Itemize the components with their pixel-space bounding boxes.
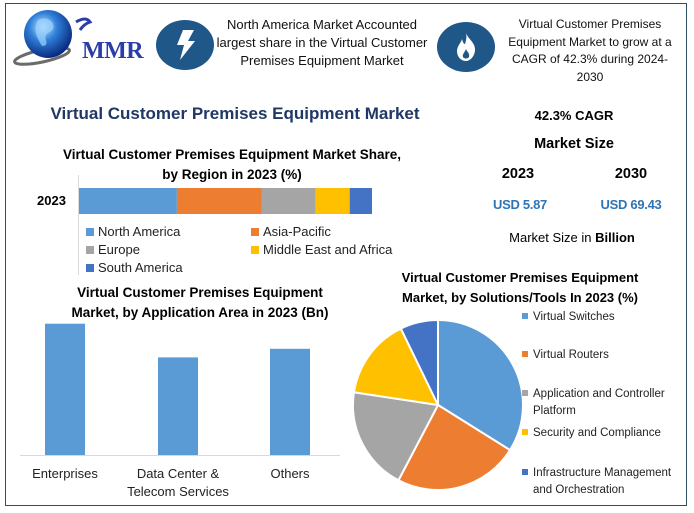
application-bar-others bbox=[270, 348, 310, 455]
region-bar-segment-asia-pacific bbox=[176, 188, 262, 214]
x-label-line: Others bbox=[270, 466, 310, 481]
legend-label: South America bbox=[98, 260, 183, 275]
legend-line: Application and Controller bbox=[522, 386, 665, 403]
lightning-bolt-icon bbox=[177, 30, 195, 60]
main-title: Virtual Customer Premises Equipment Mark… bbox=[50, 104, 420, 123]
pie-slice-infrastructure-management-and-orchestration bbox=[399, 318, 439, 406]
unit-prefix: Market Size in bbox=[509, 230, 596, 245]
header-note-left: North America Market Accounted largest s… bbox=[216, 17, 428, 68]
application-x-label-data-center-telecom-services: Data Center & Telecom Services bbox=[118, 465, 238, 501]
application-bar-enterprises bbox=[45, 323, 85, 455]
legend-line: Virtual Routers bbox=[522, 347, 609, 364]
pie-legend-item-virtual-routers: Virtual Routers bbox=[522, 347, 609, 364]
year-end-label: 2030 bbox=[614, 166, 648, 182]
legend-label: North America bbox=[98, 224, 181, 239]
flame-icon bbox=[457, 33, 476, 61]
application-bar-chart bbox=[20, 323, 340, 456]
legend-line: Platform bbox=[522, 403, 665, 420]
year-start-label: 2023 bbox=[501, 166, 535, 182]
application-x-label-others: Others bbox=[230, 465, 350, 483]
legend-label: Security and Compliance bbox=[533, 427, 661, 439]
region-legend-item-south-america: South America bbox=[86, 260, 183, 275]
pie-legend-item-security-and-compliance: Security and Compliance bbox=[522, 425, 661, 442]
solutions-chart-title: Virtual Customer Premises Equipment Mark… bbox=[401, 270, 639, 305]
legend-swatch bbox=[251, 245, 259, 254]
market-size-label: Market Size bbox=[534, 136, 614, 152]
solutions-pie-chart bbox=[352, 318, 524, 491]
legend-label: Asia-Pacific bbox=[263, 224, 331, 239]
legend-line: Virtual Switches bbox=[522, 309, 615, 326]
lightning-icon-badge bbox=[156, 20, 214, 70]
legend-swatch bbox=[522, 428, 528, 435]
cagr-label: 42.3% CAGR bbox=[534, 108, 614, 123]
application-bar-data-center-telecom-services bbox=[158, 357, 198, 455]
region-category-label: 2023 bbox=[37, 193, 66, 208]
legend-label: Platform bbox=[533, 405, 576, 417]
region-stacked-bar bbox=[79, 188, 372, 214]
pie-slice-security-and-compliance bbox=[352, 327, 440, 407]
pie-slice-application-and-controller-platform bbox=[352, 391, 440, 482]
pie-slice-virtual-routers bbox=[397, 403, 512, 491]
legend-label: Application and Controller bbox=[533, 388, 665, 400]
legend-label: Virtual Routers bbox=[533, 349, 609, 361]
application-chart-title: Virtual Customer Premises Equipment Mark… bbox=[71, 285, 329, 320]
x-label-line: Telecom Services bbox=[127, 484, 229, 499]
legend-swatch bbox=[86, 227, 94, 236]
mmr-logo: MMR bbox=[12, 8, 144, 70]
region-bar-segment-north-america bbox=[79, 188, 177, 214]
legend-label: Europe bbox=[98, 242, 140, 257]
unit-bold: Billion bbox=[595, 230, 635, 245]
value-end: USD 69.43 bbox=[600, 197, 662, 212]
legend-swatch bbox=[522, 389, 528, 396]
infographic-frame bbox=[5, 3, 687, 506]
legend-swatch bbox=[522, 312, 528, 319]
legend-swatch bbox=[522, 350, 528, 357]
region-chart-title: Virtual Customer Premises Equipment Mark… bbox=[62, 147, 402, 182]
pie-legend-item-application-and-controller-platform: Application and Controller Platform bbox=[522, 386, 665, 420]
region-bar-segment-middle-east-and-africa bbox=[315, 188, 350, 214]
logo-text: MMR bbox=[82, 38, 144, 64]
legend-swatch bbox=[86, 245, 94, 254]
x-label-line: Enterprises bbox=[32, 466, 98, 481]
region-legend-item-north-america: North America bbox=[86, 224, 180, 239]
legend-swatch bbox=[251, 227, 259, 236]
pie-legend-item-infrastructure-management-and-orchestration: Infrastructure Management and Orchestrati… bbox=[522, 465, 671, 499]
legend-label: and Orchestration bbox=[533, 484, 625, 496]
legend-swatch bbox=[522, 468, 528, 475]
x-label-line: Data Center & bbox=[136, 466, 220, 481]
legend-label: Middle East and Africa bbox=[263, 242, 393, 257]
region-legend-item-europe: Europe bbox=[86, 242, 140, 257]
value-start: USD 5.87 bbox=[493, 197, 547, 212]
region-bar-segment-europe bbox=[261, 188, 316, 214]
legend-label: Virtual Switches bbox=[533, 311, 615, 323]
flame-icon-badge bbox=[437, 22, 495, 72]
region-legend-item-middle-east-and-africa: Middle East and Africa bbox=[251, 242, 392, 257]
legend-line: and Orchestration bbox=[522, 482, 671, 499]
legend-line: Security and Compliance bbox=[522, 425, 661, 442]
application-x-label-enterprises: Enterprises bbox=[5, 465, 125, 483]
region-bar-segment-south-america bbox=[349, 188, 372, 214]
legend-line: Infrastructure Management bbox=[522, 465, 671, 482]
legend-swatch bbox=[86, 263, 94, 272]
region-legend-item-asia-pacific: Asia-Pacific bbox=[251, 224, 331, 239]
unit-note: Market Size in Billion bbox=[480, 230, 664, 245]
legend-label: Infrastructure Management bbox=[533, 467, 672, 479]
header-note-right: Virtual Customer Premises Equipment Mark… bbox=[508, 17, 672, 84]
globe-icon bbox=[13, 10, 93, 66]
region-axis-line bbox=[78, 175, 79, 275]
pie-legend-item-virtual-switches: Virtual Switches bbox=[522, 309, 615, 326]
